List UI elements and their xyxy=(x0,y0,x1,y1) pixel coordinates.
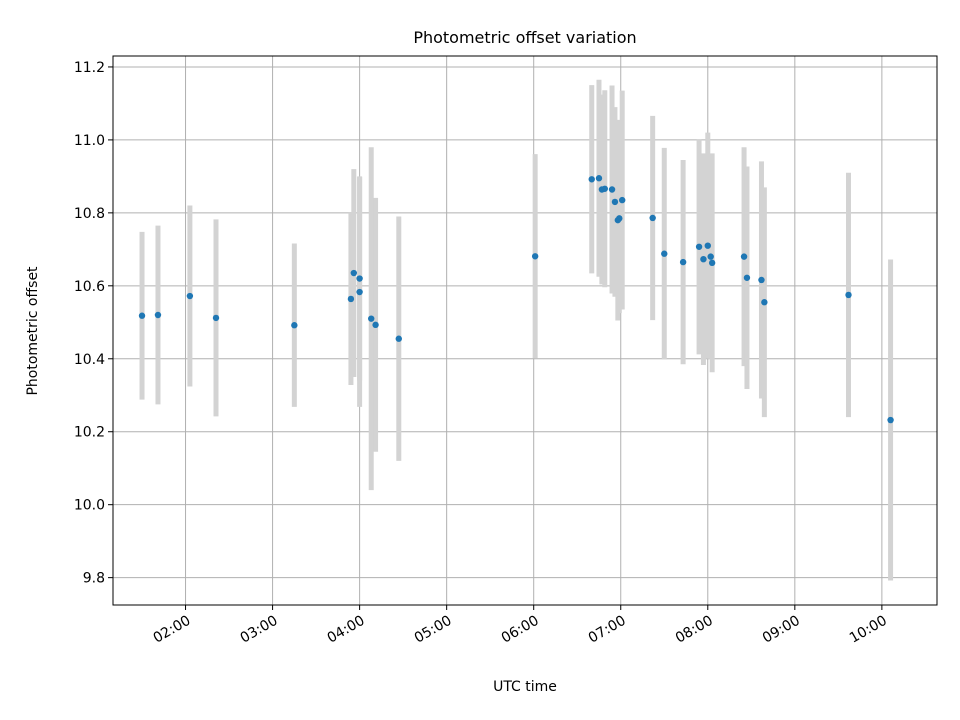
data-point xyxy=(531,253,539,260)
data-point xyxy=(887,416,894,424)
data-point xyxy=(154,311,162,319)
data-point xyxy=(291,322,298,329)
y-tick-label: 10.0 xyxy=(74,498,105,514)
data-point xyxy=(356,275,363,282)
data-point xyxy=(707,253,714,260)
data-point xyxy=(618,196,626,204)
data-point xyxy=(740,253,748,260)
x-axis-label: UTC time xyxy=(493,679,557,695)
data-point xyxy=(661,250,668,257)
data-point xyxy=(845,291,852,299)
grid xyxy=(113,56,937,605)
data-point xyxy=(695,243,703,250)
data-point xyxy=(758,276,765,284)
data-point xyxy=(350,269,358,277)
y-tick-label: 10.4 xyxy=(74,352,105,368)
y-tick-label: 11.0 xyxy=(74,133,105,149)
y-tick-label: 11.2 xyxy=(74,60,105,76)
data-point xyxy=(761,299,768,306)
data-point xyxy=(372,321,379,329)
y-tick-label: 9.8 xyxy=(83,571,105,587)
data-point xyxy=(743,274,751,281)
data-point xyxy=(704,242,711,249)
data-point xyxy=(611,198,619,206)
plot-frame xyxy=(112,55,938,606)
data-point xyxy=(368,315,375,322)
y-tick-label: 10.2 xyxy=(74,425,105,441)
y-axis-ticks: 9.8 10.0 10.2 10.4 10.6 10.8 11.0 11.2 xyxy=(74,60,113,587)
y-tick-label: 10.8 xyxy=(74,206,105,222)
data-point xyxy=(395,335,402,342)
data-point xyxy=(186,292,194,300)
y-axis-label: Photometric offset xyxy=(25,266,41,396)
data-point xyxy=(356,288,363,296)
data-point xyxy=(138,312,146,319)
data-points xyxy=(138,175,894,424)
data-point xyxy=(608,186,616,193)
data-point xyxy=(708,259,716,267)
chart-title: Photometric offset variation xyxy=(413,28,636,47)
data-point xyxy=(700,255,707,263)
data-point xyxy=(595,175,603,182)
y-tick-label: 10.6 xyxy=(74,279,105,295)
data-point xyxy=(588,176,595,183)
data-point xyxy=(212,314,220,322)
data-point xyxy=(679,258,687,266)
data-point xyxy=(601,185,608,192)
data-point xyxy=(347,295,355,303)
data-point xyxy=(616,215,623,222)
data-point xyxy=(649,214,656,222)
